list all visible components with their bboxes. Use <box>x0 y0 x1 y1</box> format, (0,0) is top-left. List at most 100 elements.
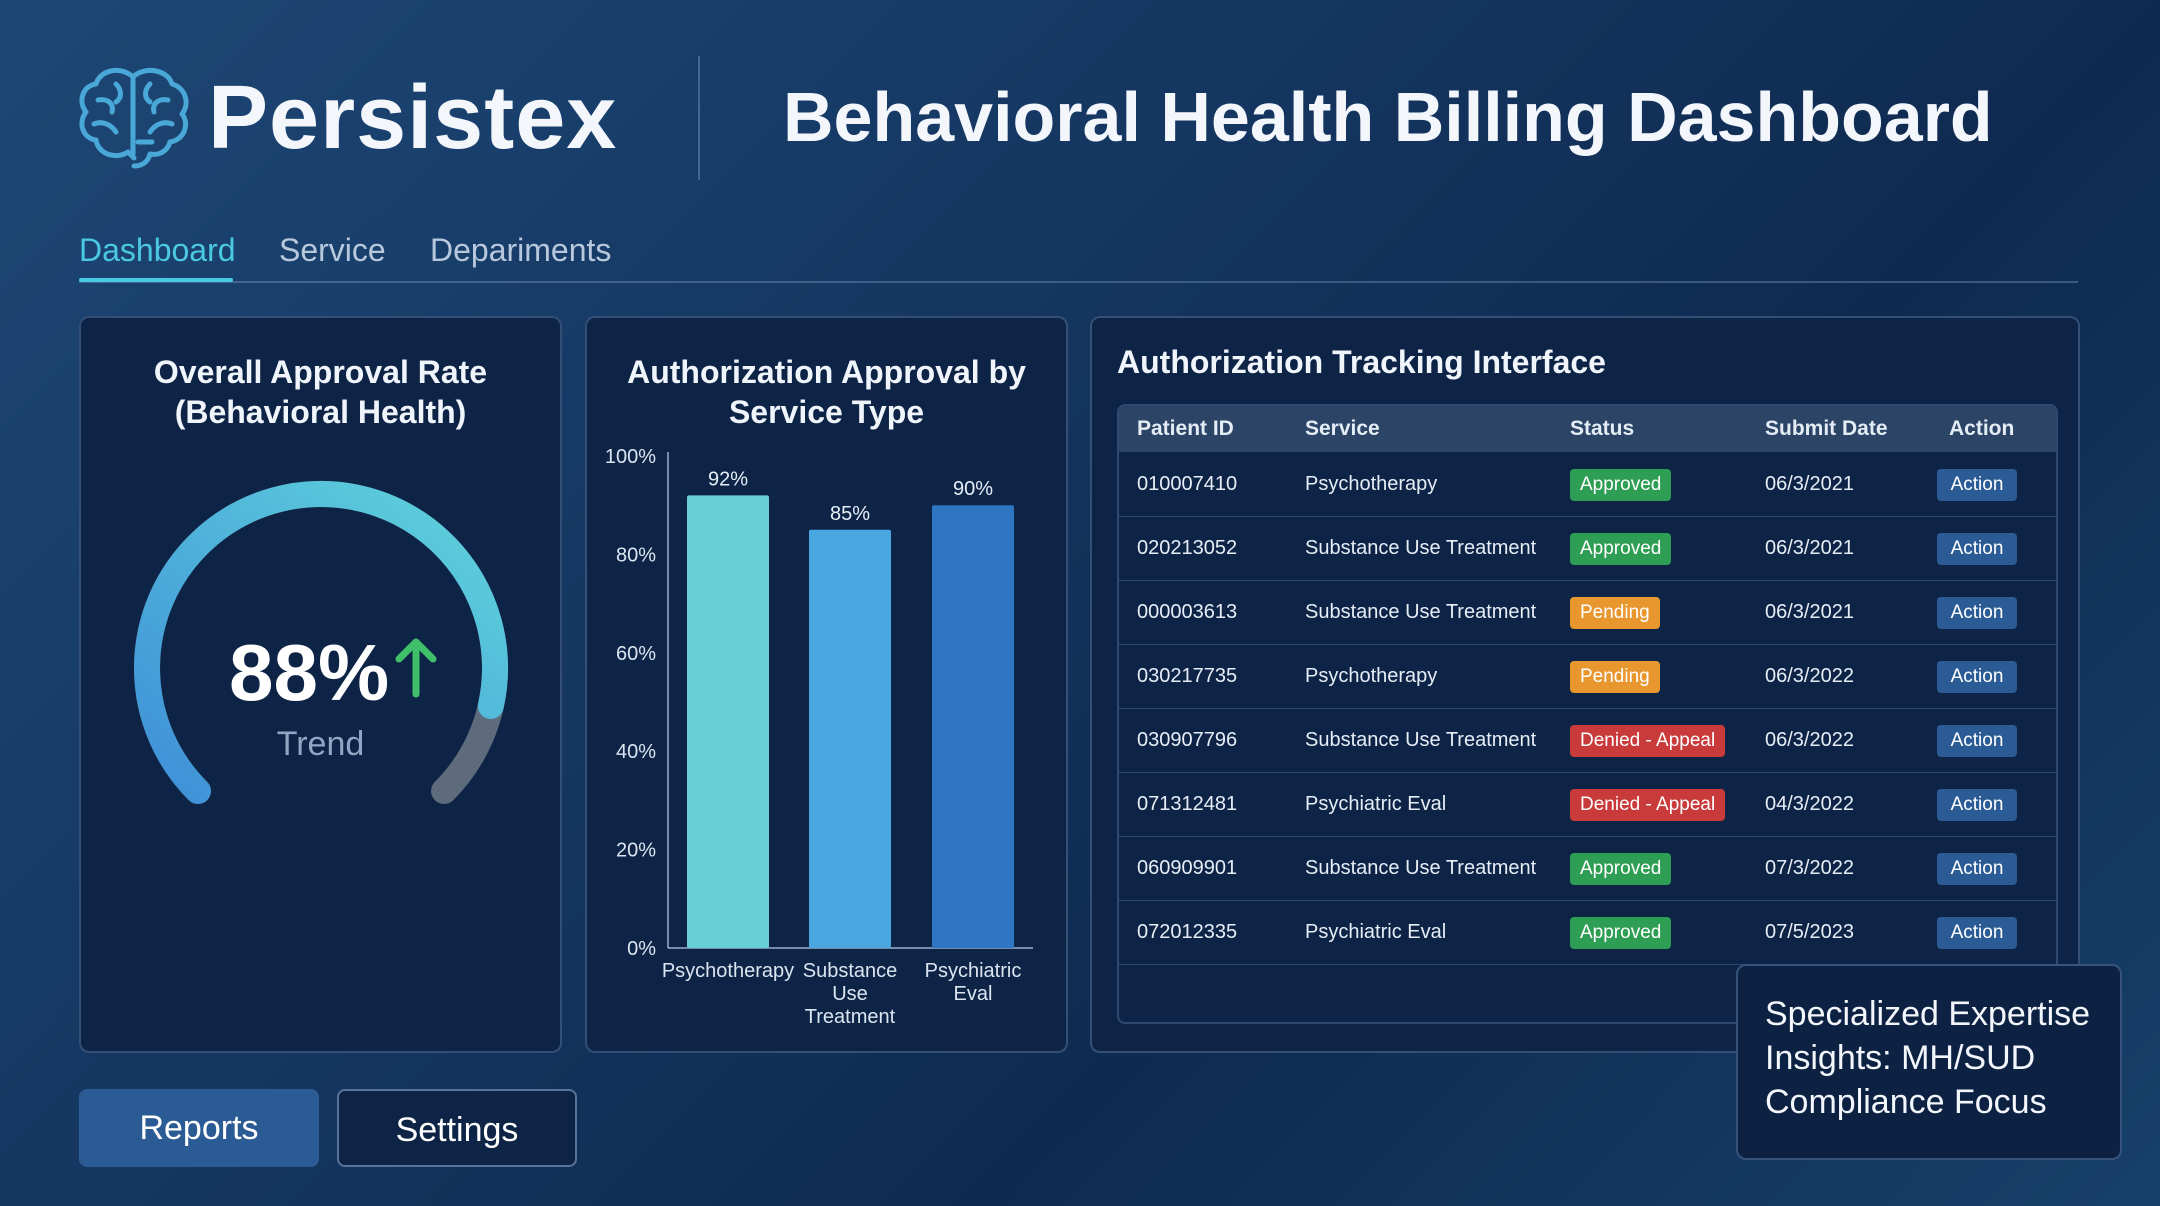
table-row: 060909901 Substance Use Treatment Approved… <box>1119 836 2056 901</box>
x-tick-label: Psychiatric <box>925 960 1022 982</box>
column-header-action: Action <box>1949 417 2015 440</box>
action-button[interactable]: Action <box>1937 597 2017 629</box>
table-row: 072012335 Psychiatric Eval Approved 07/5/20… <box>1119 900 2056 965</box>
status-badge: Approved <box>1570 917 1672 949</box>
action-button[interactable]: Action <box>1937 789 2017 821</box>
approval-by-service-card: Authorization Approval by Service Type 0… <box>585 316 1068 1053</box>
service-cell: Substance Use Treatment <box>1305 537 1537 559</box>
bar <box>932 505 1014 948</box>
bar-value-label: 85% <box>830 503 870 525</box>
action-button[interactable]: Action <box>1937 917 2017 949</box>
x-tick-label: Eval <box>954 983 993 1005</box>
status-badge: Approved <box>1570 853 1672 885</box>
status-badge: Denied - Appeal <box>1570 725 1726 757</box>
y-tick-label: 20% <box>616 840 656 862</box>
patient-id-cell: 020213052 <box>1137 537 1238 559</box>
status-badge: Approved <box>1570 533 1672 565</box>
insight-text: Specialized Expertise Insights: MH/SUD C… <box>1765 992 2115 1124</box>
status-badge: Approved <box>1570 469 1672 501</box>
bar-value-label: 92% <box>708 468 748 490</box>
bar-chart: 0% 20% 40% 60% 80% 100% 92% Psychotherapy 85% Sub… <box>605 446 1033 1028</box>
header-divider <box>698 56 700 180</box>
service-cell: Psychiatric Eval <box>1305 921 1447 943</box>
bar <box>687 495 769 948</box>
column-header-service: Service <box>1305 417 1380 440</box>
y-tick-label: 40% <box>616 741 656 763</box>
insight-line-2: Insights: MH/SUD <box>1765 1039 2036 1077</box>
action-button[interactable]: Action <box>1937 469 2017 501</box>
chart-title-line1: Authorization Approval by <box>627 354 1026 390</box>
approval-rate-card: Overall Approval Rate (Behavioral Health… <box>79 316 562 1053</box>
table-row: 010007410 Psychotherapy Approved 06/3/2021 A… <box>1119 452 2056 517</box>
approval-rate-value: 88% <box>229 628 390 717</box>
service-cell: Psychotherapy <box>1305 473 1438 495</box>
patient-id-cell: 060909901 <box>1137 857 1238 879</box>
settings-button[interactable]: Settings <box>337 1089 577 1167</box>
column-header-status: Status <box>1570 417 1635 440</box>
column-header-patient-id: Patient ID <box>1137 417 1234 440</box>
y-tick-label: 100% <box>605 446 656 468</box>
column-header-submit-date: Submit Date <box>1765 417 1888 440</box>
table-row: 030907796 Substance Use Treatment Denied -… <box>1119 708 2056 773</box>
status-badge: Pending <box>1570 597 1660 629</box>
patient-id-cell: 072012335 <box>1137 921 1238 943</box>
insight-line-1: Specialized Expertise <box>1765 995 2091 1033</box>
patient-id-cell: 071312481 <box>1137 793 1238 815</box>
tab-depariments[interactable]: Depariments <box>430 232 612 268</box>
table-header: Patient ID Service Status Submit Date Ac… <box>1119 406 2056 452</box>
service-cell: Substance Use Treatment <box>1305 601 1537 623</box>
submit-date-cell: 07/3/2022 <box>1765 857 1854 879</box>
patient-id-cell: 000003613 <box>1137 601 1238 623</box>
submit-date-cell: 06/3/2022 <box>1765 729 1854 751</box>
table-row: 020213052 Substance Use Treatment Approved… <box>1119 516 2056 581</box>
status-badge: Pending <box>1570 661 1660 693</box>
service-cell: Substance Use Treatment <box>1305 857 1537 879</box>
submit-date-cell: 06/3/2021 <box>1765 537 1854 559</box>
gauge-title-line2: (Behavioral Health) <box>174 394 467 430</box>
service-cell: Psychotherapy <box>1305 665 1438 687</box>
arrow-up-icon <box>393 634 439 703</box>
x-tick-label: Treatment <box>805 1006 896 1028</box>
submit-date-cell: 06/3/2022 <box>1765 665 1854 687</box>
chart-title-line2: Service Type <box>728 394 925 430</box>
tab-service[interactable]: Service <box>279 232 386 268</box>
authorization-table: Patient ID Service Status Submit Date Ac… <box>1117 404 2058 1024</box>
x-tick-label: Psychotherapy <box>662 960 794 982</box>
insight-line-3: Compliance Focus <box>1765 1083 2047 1121</box>
bar <box>809 529 891 948</box>
gauge-title-line1: Overall Approval Rate <box>153 354 488 390</box>
service-cell: Substance Use Treatment <box>1305 729 1537 751</box>
action-button[interactable]: Action <box>1937 853 2017 885</box>
table-row: 030217735 Psychotherapy Pending 06/3/2022 Ac… <box>1119 644 2056 709</box>
action-button[interactable]: Action <box>1937 725 2017 757</box>
approval-gauge <box>134 481 508 805</box>
page-title: Behavioral Health Billing Dashboard <box>783 78 1993 156</box>
submit-date-cell: 06/3/2021 <box>1765 601 1854 623</box>
reports-button[interactable]: Reports <box>79 1089 319 1167</box>
gauge-fill <box>134 481 508 805</box>
submit-date-cell: 07/5/2023 <box>1765 921 1854 943</box>
status-badge: Denied - Appeal <box>1570 789 1726 821</box>
table-row: 000003613 Substance Use Treatment Pending 0… <box>1119 580 2056 645</box>
bar-value-label: 90% <box>953 478 993 500</box>
gauge-trend-label: Trend <box>276 725 365 763</box>
x-tick-label: Substance <box>803 960 898 982</box>
submit-date-cell: 06/3/2021 <box>1765 473 1854 495</box>
service-cell: Psychiatric Eval <box>1305 793 1447 815</box>
y-tick-label: 0% <box>627 938 656 960</box>
y-tick-label: 80% <box>616 544 656 566</box>
table-title: Authorization Tracking Interface <box>1117 344 1606 380</box>
x-tick-label: Use <box>832 983 868 1005</box>
patient-id-cell: 030907796 <box>1137 729 1238 751</box>
action-button[interactable]: Action <box>1937 661 2017 693</box>
table-row: 071312481 Psychiatric Eval Denied - Appeal… <box>1119 772 2056 837</box>
tabs-divider <box>79 281 2078 283</box>
authorization-tracking-card: Authorization Tracking Interface Patient… <box>1090 316 2080 1053</box>
insight-callout: Specialized Expertise Insights: MH/SUD C… <box>1736 964 2122 1160</box>
submit-date-cell: 04/3/2022 <box>1765 793 1854 815</box>
action-button[interactable]: Action <box>1937 533 2017 565</box>
tab-dashboard[interactable]: Dashboard <box>79 232 236 268</box>
brain-logo-icon <box>76 62 192 174</box>
active-tab-indicator <box>79 278 233 282</box>
brand-name: Persistex <box>208 68 618 168</box>
